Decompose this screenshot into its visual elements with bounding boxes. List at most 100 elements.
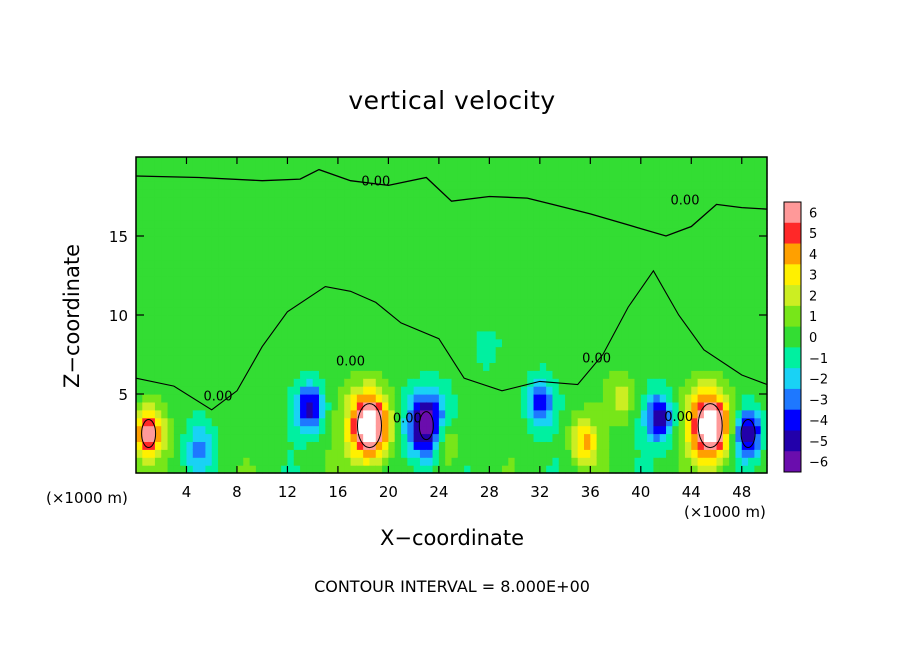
field-cell bbox=[628, 425, 636, 435]
field-cell bbox=[218, 188, 225, 198]
field-cell bbox=[413, 164, 421, 174]
field-cell bbox=[716, 401, 724, 411]
field-cell bbox=[432, 164, 440, 174]
field-cell bbox=[703, 228, 711, 237]
field-cell bbox=[230, 267, 238, 277]
field-cell bbox=[281, 386, 289, 395]
field-cell bbox=[489, 457, 497, 466]
field-cell bbox=[546, 362, 554, 371]
field-cell bbox=[154, 330, 162, 340]
field-cell bbox=[539, 212, 547, 221]
field-cell bbox=[483, 243, 490, 253]
field-cell bbox=[199, 401, 207, 411]
field-cell bbox=[451, 330, 459, 340]
field-cell bbox=[483, 275, 490, 284]
field-cell bbox=[552, 267, 560, 277]
field-cell bbox=[186, 394, 194, 403]
field-cell bbox=[268, 196, 276, 205]
field-cell bbox=[653, 196, 661, 205]
field-cell bbox=[659, 386, 667, 395]
field-cell bbox=[457, 322, 465, 332]
field-cell bbox=[445, 307, 453, 316]
field-cell bbox=[274, 370, 282, 379]
field-cell bbox=[590, 433, 598, 442]
field-cell bbox=[136, 401, 143, 411]
field-cell bbox=[565, 259, 572, 269]
field-cell bbox=[470, 164, 478, 174]
field-cell bbox=[464, 212, 472, 221]
field-cell bbox=[325, 299, 333, 308]
field-cell bbox=[476, 409, 484, 419]
field-cell bbox=[748, 370, 755, 379]
field-cell bbox=[293, 441, 301, 450]
field-cell bbox=[161, 315, 169, 324]
field-cell bbox=[546, 157, 554, 166]
field-cell bbox=[306, 204, 314, 213]
field-cell bbox=[710, 220, 718, 229]
field-cell bbox=[388, 362, 396, 371]
field-cell bbox=[438, 243, 446, 253]
field-cell bbox=[154, 220, 162, 229]
field-cell bbox=[236, 299, 244, 308]
field-cell bbox=[382, 362, 389, 371]
field-cell bbox=[363, 425, 371, 435]
field-cell bbox=[363, 283, 371, 292]
field-cell bbox=[609, 354, 617, 363]
field-cell bbox=[514, 212, 522, 221]
field-cell bbox=[735, 441, 743, 450]
field-cell bbox=[741, 401, 749, 411]
field-cell bbox=[470, 196, 478, 205]
field-cell bbox=[571, 291, 579, 300]
field-cell bbox=[741, 172, 749, 182]
field-cell bbox=[678, 449, 686, 458]
field-cell bbox=[584, 188, 591, 198]
field-cell bbox=[401, 188, 408, 198]
field-cell bbox=[760, 394, 768, 403]
field-cell bbox=[407, 362, 415, 371]
field-cell bbox=[495, 204, 503, 213]
field-cell bbox=[401, 220, 408, 229]
field-cell bbox=[344, 299, 352, 308]
colorbar-tick-label: −3 bbox=[809, 393, 828, 408]
field-cell bbox=[457, 172, 465, 182]
field-cell bbox=[729, 180, 737, 190]
field-cell bbox=[584, 220, 591, 229]
field-cell bbox=[445, 188, 453, 198]
field-cell bbox=[312, 267, 320, 277]
field-cell bbox=[697, 275, 705, 284]
field-cell bbox=[716, 417, 724, 427]
field-cell bbox=[344, 157, 352, 166]
field-cell bbox=[571, 196, 579, 205]
field-cell bbox=[148, 433, 156, 442]
field-cell bbox=[634, 394, 642, 403]
field-cell bbox=[281, 267, 289, 277]
field-cell bbox=[501, 417, 509, 427]
field-cell bbox=[161, 330, 169, 340]
field-cell bbox=[331, 425, 339, 435]
field-cell bbox=[621, 212, 629, 221]
field-cell bbox=[602, 362, 610, 371]
field-cell bbox=[716, 386, 724, 395]
field-cell bbox=[306, 275, 314, 284]
field-cell bbox=[306, 409, 314, 419]
colorbar-tick-label: −4 bbox=[809, 414, 828, 429]
field-cell bbox=[520, 243, 528, 253]
field-cell bbox=[634, 180, 642, 190]
field-cell bbox=[186, 299, 194, 308]
field-cell bbox=[621, 354, 629, 363]
field-cell bbox=[161, 251, 169, 261]
field-cell bbox=[243, 449, 251, 458]
field-cell bbox=[255, 425, 263, 435]
field-cell bbox=[483, 212, 490, 221]
field-cell bbox=[432, 212, 440, 221]
field-cell bbox=[363, 417, 371, 427]
field-cell bbox=[602, 164, 610, 174]
field-cell bbox=[735, 338, 743, 348]
field-cell bbox=[432, 417, 440, 427]
field-cell bbox=[325, 251, 333, 261]
field-cell bbox=[735, 220, 743, 229]
field-cell bbox=[142, 180, 150, 190]
field-cell bbox=[287, 251, 295, 261]
field-cell bbox=[716, 164, 724, 174]
field-cell bbox=[154, 409, 162, 419]
